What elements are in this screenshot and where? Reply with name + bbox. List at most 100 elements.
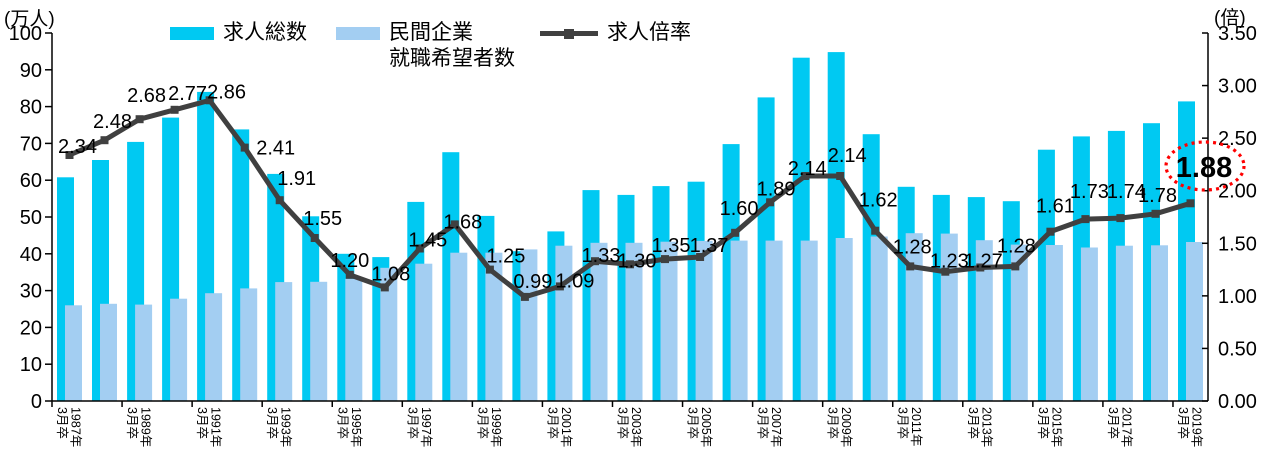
ratio-label-1994: 1.55 (303, 208, 342, 230)
x-axis-labels: 1987年3月卒 1989年3月卒 1991年3月卒 1993年3月卒 1995年3月卒… (55, 407, 1203, 447)
ratio-marker-1996 (380, 283, 389, 292)
left-axis-tick-label: 10 (20, 354, 42, 376)
x-axis-label-2019: 2019年3月卒 (1176, 407, 1204, 447)
legend-line-marker-icon (540, 20, 598, 46)
bar-private-applicants-1993 (275, 282, 293, 401)
bar-private-applicants-2016 (1080, 247, 1098, 401)
ratio-marker-1995 (345, 270, 354, 279)
bar-private-applicants-1998 (450, 252, 468, 401)
bar-private-applicants-1999 (485, 252, 503, 401)
legend-label-private-applicants: 民間企業 就職希望者数 (389, 20, 515, 72)
ratio-marker-2010 (871, 226, 880, 235)
bar-private-applicants-2002 (590, 242, 608, 401)
ratio-label-1991: 2.86 (207, 81, 246, 103)
ratio-marker-1989 (135, 115, 144, 124)
ratio-label-2012: 1.23 (930, 251, 969, 273)
bar-private-applicants-1992 (240, 288, 258, 401)
ratio-label-1992: 2.41 (256, 138, 295, 160)
ratio-marker-1999 (485, 265, 494, 274)
left-axis-tick-label: 50 (20, 207, 42, 229)
ratio-label-1990: 2.77 (168, 83, 207, 105)
ratio-label-1998: 1.68 (443, 211, 482, 233)
bar-private-applicants-1995 (345, 278, 363, 401)
left-axis-unit-label: (万人) (4, 9, 55, 30)
bar-private-applicants-1991 (205, 293, 223, 401)
ratio-label-1993: 1.91 (277, 168, 316, 190)
ratio-marker-1993 (275, 196, 284, 205)
x-axis-label-1989: 1989年3月卒 (125, 407, 153, 447)
legend-label-ratio: 求人倍率 (607, 21, 691, 44)
bar-private-applicants-2015 (1045, 245, 1063, 401)
bar-private-applicants-1997 (415, 263, 433, 401)
ratio-label-2004: 1.35 (652, 235, 691, 257)
ratio-label-2019: 1.88 (1176, 152, 1232, 184)
ratio-label-1995: 1.20 (330, 250, 369, 272)
ratio-marker-1992 (240, 143, 249, 152)
ratio-marker-1994 (310, 234, 319, 242)
ratio-label-1996: 1.08 (371, 263, 410, 285)
ratio-label-2013: 1.27 (964, 251, 1003, 273)
x-axis-label-1991: 1991年3月卒 (195, 407, 223, 447)
legend-item-private-applicants: 民間企業 就職希望者数 (336, 20, 515, 72)
bar-private-applicants-2019 (1186, 242, 1203, 401)
ratio-label-2006: 1.60 (720, 198, 759, 220)
right-axis-tick-label: 2.00 (1218, 181, 1257, 203)
ratio-marker-2013 (976, 263, 985, 272)
legend-label-total-openings: 求人総数 (223, 21, 307, 44)
ratio-line-series (65, 96, 1195, 301)
ratio-marker-2002 (591, 257, 599, 266)
bar-private-applicants-2013 (975, 240, 993, 401)
right-axis-tick-label: 1.50 (1218, 233, 1257, 255)
ratio-marker-2003 (626, 260, 634, 269)
ratio-label-2017: 1.74 (1107, 181, 1146, 203)
bar-private-applicants-2014 (1010, 244, 1028, 401)
ratio-label-2000: 0.99 (513, 271, 552, 293)
ratio-marker-1987 (65, 151, 74, 159)
ratio-marker-2012 (941, 267, 950, 276)
x-axis-label-1999: 1999年3月卒 (475, 407, 503, 447)
ratio-marker-2011 (906, 262, 915, 271)
highlight-annotation: 1.88 (1164, 140, 1246, 192)
x-axis-label-2001: 2001年3月卒 (545, 407, 573, 447)
ratio-marker-2018 (1151, 209, 1160, 218)
bar-private-applicants-1994 (310, 281, 328, 401)
ratio-marker-2015 (1046, 227, 1055, 236)
x-axis-label-1997: 1997年3月卒 (405, 407, 433, 447)
ratio-label-2001: 1.09 (555, 270, 594, 292)
ratio-label-1997: 1.45 (408, 230, 447, 252)
x-axis-label-1995: 1995年3月卒 (335, 407, 363, 447)
bar-private-applicants-1990 (170, 298, 188, 401)
bar-private-applicants-2003 (625, 242, 643, 401)
ratio-marker-2009 (836, 172, 845, 180)
x-axis-label-2009: 2009年3月卒 (826, 407, 854, 447)
ratio-label-2010: 1.62 (859, 190, 898, 212)
bar-private-applicants-2008 (800, 240, 818, 401)
left-axis-tick-label: 60 (20, 170, 42, 192)
ratio-label-1989: 2.68 (127, 85, 166, 107)
ratio-label-2002: 1.33 (582, 245, 621, 267)
bar-private-applicants-2007 (765, 240, 783, 401)
legend-swatch-private-applicants (336, 27, 380, 40)
bar-private-applicants-2017 (1115, 245, 1133, 401)
bar-private-applicants-2006 (730, 240, 748, 401)
ratio-marker-2008 (801, 172, 810, 180)
right-axis-tick-label: 0.00 (1218, 391, 1257, 413)
ratio-label-2014: 1.28 (997, 235, 1036, 257)
bar-private-applicants-series (65, 233, 1203, 401)
x-axis-label-1987: 1987年3月卒 (55, 407, 83, 447)
ratio-marker-2014 (1011, 262, 1020, 271)
left-axis-tick-label: 100 (9, 23, 42, 45)
left-axis-tick-label: 0 (31, 391, 42, 413)
axes: 0 10 20 30 40 50 60 70 80 90 100 0.00 0.50 1.00 1.50 2.… (9, 23, 1257, 413)
ratio-marker-2004 (661, 255, 669, 264)
legend-item-total-openings: 求人総数 (170, 20, 307, 46)
ratio-point-labels: 2.34 2.48 2.68 2.77 2.86 2.41 1.91 1.55 1.201.08… (58, 81, 1177, 293)
right-axis-tick-label: 0.50 (1218, 338, 1257, 360)
legend-label-private-applicants-line2: 就職希望者数 (389, 47, 515, 70)
ratio-marker-2017 (1116, 214, 1125, 223)
ratio-label-2011: 1.28 (893, 236, 932, 258)
legend-swatch-total-openings (170, 27, 214, 40)
x-axis-label-2015: 2015年3月卒 (1036, 407, 1064, 447)
right-axis-unit-label: (倍) (1214, 8, 1246, 29)
x-axis-label-2011: 2011年3月卒 (896, 407, 924, 446)
